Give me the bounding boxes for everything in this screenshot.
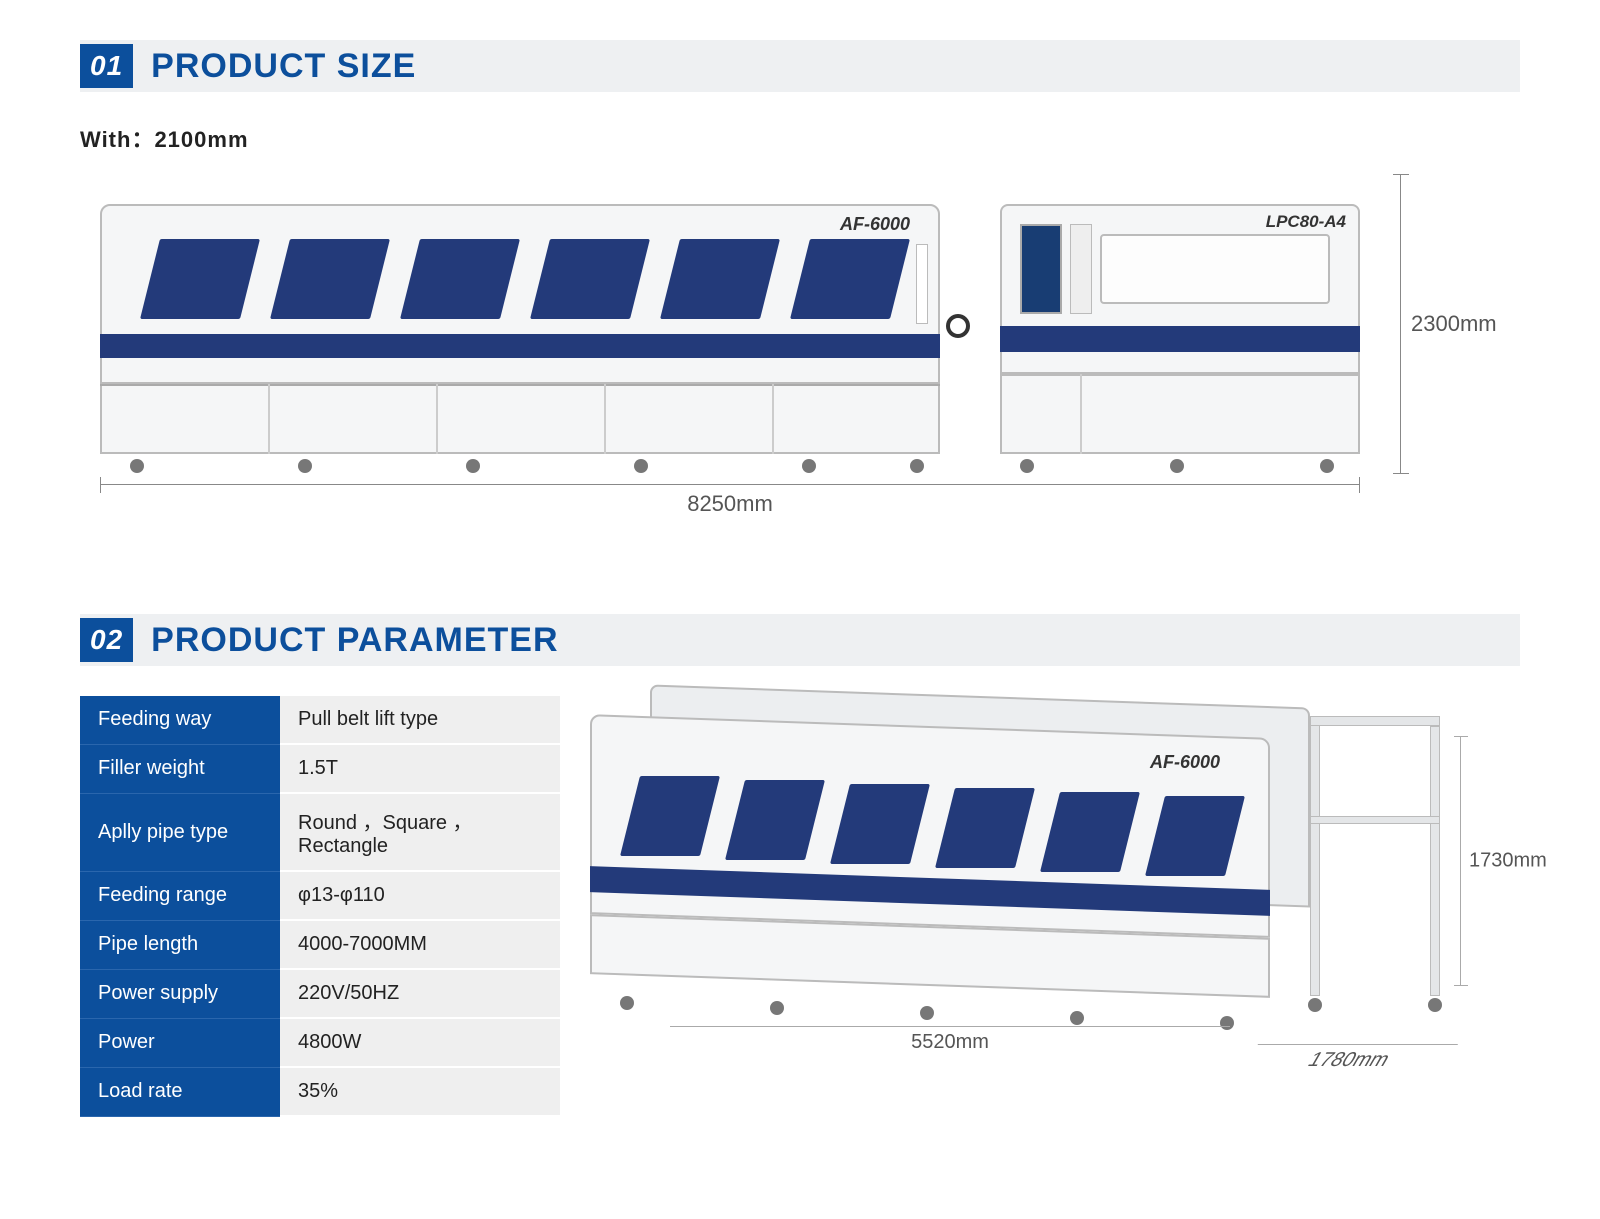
loading-frame (1310, 716, 1450, 996)
param-value: Pull belt lift type (280, 696, 560, 744)
param-value: 4000-7000MM (280, 920, 560, 969)
dimension-height-label: 2300mm (1411, 311, 1497, 337)
dimension-width: 8250mm (100, 484, 1360, 524)
dimension-depth-label: 1780mm (1304, 1049, 1395, 1071)
table-row: Feeding rangeφ13-φ110 (80, 871, 560, 920)
table-row: Power4800W (80, 1018, 560, 1067)
dimension-depth: 1780mm (1242, 1044, 1458, 1072)
param-key: Power supply (80, 969, 280, 1018)
param-value: 1.5T (280, 744, 560, 793)
param-key: Feeding way (80, 696, 280, 744)
param-key: Load rate (80, 1067, 280, 1116)
section1-title: PRODUCT SIZE (151, 47, 416, 86)
param-value: 4800W (280, 1018, 560, 1067)
dimension-height: 2300mm (1400, 174, 1440, 474)
param-key: Pipe length (80, 920, 280, 969)
machine-af6000-iso: AF-6000 (590, 696, 1310, 1016)
table-row: Aplly pipe typeRound ，Square ， Rectangle (80, 793, 560, 871)
dimension-iso-height-label: 1730mm (1469, 850, 1547, 873)
machine-lpc80-front: LPC80-A4 (1000, 174, 1360, 474)
product-size-diagram: AF-6000 LPC80-A4 8250m (80, 174, 1520, 554)
width-spec: With：2100mm (80, 122, 1520, 154)
section1-header: 01 PRODUCT SIZE (80, 40, 1520, 92)
product-iso-diagram: AF-6000 5520mm 1780mm 1730mm (590, 696, 1490, 1076)
parameter-table: Feeding wayPull belt lift typeFiller wei… (80, 696, 560, 1117)
section1-number: 01 (80, 44, 133, 88)
section2-header: 02 PRODUCT PARAMETER (80, 614, 1520, 666)
table-row: Feeding wayPull belt lift type (80, 696, 560, 744)
param-key: Feeding range (80, 871, 280, 920)
param-value: 35% (280, 1067, 560, 1116)
machine-long-label: AF-6000 (840, 214, 910, 235)
table-row: Load rate35% (80, 1067, 560, 1116)
table-row: Filler weight1.5T (80, 744, 560, 793)
table-row: Power supply220V/50HZ (80, 969, 560, 1018)
dimension-width-label: 8250mm (100, 491, 1360, 517)
dimension-length: 5520mm (670, 1026, 1230, 1054)
machine-af6000-front: AF-6000 (100, 184, 940, 474)
section2-title: PRODUCT PARAMETER (151, 621, 558, 660)
param-key: Filler weight (80, 744, 280, 793)
param-value: Round ，Square ， Rectangle (280, 793, 560, 871)
param-value: φ13-φ110 (280, 871, 560, 920)
param-key: Power (80, 1018, 280, 1067)
param-key: Aplly pipe type (80, 793, 280, 871)
machine-small-label: LPC80-A4 (1266, 212, 1346, 232)
dimension-iso-height: 1730mm (1460, 736, 1461, 986)
dimension-length-label: 5520mm (911, 1031, 989, 1053)
section2-number: 02 (80, 618, 133, 662)
machine-iso-label: AF-6000 (1150, 752, 1220, 773)
param-value: 220V/50HZ (280, 969, 560, 1018)
table-row: Pipe length4000-7000MM (80, 920, 560, 969)
